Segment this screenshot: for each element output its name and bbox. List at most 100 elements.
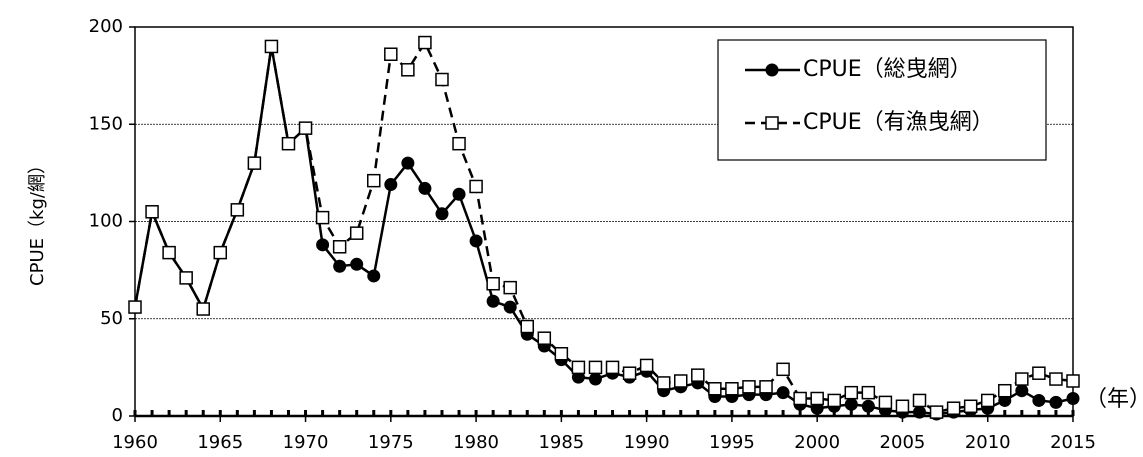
x-annotation: （年） xyxy=(1085,387,1143,412)
x-tick-label: 1965 xyxy=(197,432,243,453)
marker xyxy=(486,276,500,291)
marker xyxy=(128,300,142,314)
y-tick-label: 100 xyxy=(89,211,123,232)
y-axis-label: CPUE（kg/網） xyxy=(27,156,48,286)
marker xyxy=(469,234,483,248)
marker xyxy=(213,245,228,260)
marker xyxy=(827,393,841,408)
marker xyxy=(486,294,500,308)
marker xyxy=(332,240,347,254)
marker xyxy=(588,360,603,375)
marker xyxy=(776,362,790,377)
marker xyxy=(452,136,466,151)
marker xyxy=(571,360,586,375)
y-tick-label: 200 xyxy=(89,16,123,37)
marker xyxy=(1032,366,1046,380)
legend-marker xyxy=(765,116,779,130)
marker xyxy=(810,391,824,406)
marker xyxy=(179,271,193,285)
x-tick-label: 2000 xyxy=(794,432,840,453)
marker xyxy=(349,226,364,240)
marker xyxy=(963,399,978,414)
marker xyxy=(367,269,381,283)
marker xyxy=(418,35,432,50)
marker xyxy=(691,368,705,382)
marker xyxy=(793,391,807,406)
x-tick-label: 1995 xyxy=(709,432,755,453)
marker xyxy=(298,121,313,135)
marker xyxy=(520,319,535,334)
marker xyxy=(844,397,858,411)
marker xyxy=(759,380,773,394)
marker xyxy=(230,203,245,217)
x-tick-label: 1960 xyxy=(112,432,158,453)
marker xyxy=(1049,372,1063,386)
marker xyxy=(708,382,722,396)
marker xyxy=(384,178,398,192)
legend-label: CPUE（総曳網） xyxy=(803,57,972,82)
marker xyxy=(264,39,279,54)
marker xyxy=(844,385,859,400)
y-tick-label: 50 xyxy=(100,308,123,329)
marker xyxy=(435,207,449,221)
marker xyxy=(622,366,637,380)
marker xyxy=(588,372,602,386)
marker xyxy=(401,63,415,77)
marker xyxy=(656,376,671,390)
marker xyxy=(1032,393,1046,407)
marker xyxy=(912,393,927,408)
legend-label: CPUE（有漁曳網） xyxy=(803,110,994,135)
x-tick-label: 1970 xyxy=(283,432,329,453)
legend-box xyxy=(717,39,1047,161)
marker xyxy=(776,386,790,400)
marker xyxy=(895,399,910,414)
marker xyxy=(281,136,296,151)
marker xyxy=(503,280,517,295)
marker xyxy=(247,156,262,170)
marker xyxy=(980,393,995,408)
marker xyxy=(1066,374,1080,388)
marker xyxy=(1015,384,1029,398)
marker xyxy=(315,210,330,225)
x-tick-label: 1990 xyxy=(624,432,670,453)
marker xyxy=(725,382,739,396)
marker xyxy=(929,405,944,419)
marker xyxy=(1049,395,1063,409)
marker xyxy=(1015,372,1029,386)
y-tick-label: 0 xyxy=(112,405,123,426)
x-tick-label: 2005 xyxy=(880,432,926,453)
marker xyxy=(196,302,210,316)
marker xyxy=(742,380,756,394)
x-tick-label: 1975 xyxy=(368,432,414,453)
marker xyxy=(554,347,569,361)
marker xyxy=(537,331,552,345)
marker xyxy=(435,72,449,87)
x-tick-label: 1985 xyxy=(538,432,584,453)
marker xyxy=(401,156,415,170)
marker xyxy=(639,358,654,373)
marker xyxy=(418,181,432,195)
y-tick-label: 150 xyxy=(89,113,123,134)
x-tick-label: 2015 xyxy=(1050,432,1096,453)
marker xyxy=(946,401,961,415)
marker xyxy=(503,300,517,314)
marker xyxy=(913,405,927,419)
marker xyxy=(333,259,347,273)
marker xyxy=(673,374,688,388)
marker xyxy=(452,187,466,201)
marker xyxy=(145,205,159,219)
marker xyxy=(861,399,875,413)
marker xyxy=(162,245,176,260)
marker xyxy=(1066,391,1080,405)
marker xyxy=(350,257,364,271)
marker xyxy=(998,383,1012,398)
marker xyxy=(861,385,876,400)
x-tick-label: 1980 xyxy=(453,432,499,453)
marker xyxy=(605,360,620,375)
marker xyxy=(384,47,398,61)
marker xyxy=(367,173,381,188)
marker xyxy=(469,179,483,194)
legend-marker xyxy=(765,63,779,77)
x-tick-label: 2010 xyxy=(965,432,1011,453)
